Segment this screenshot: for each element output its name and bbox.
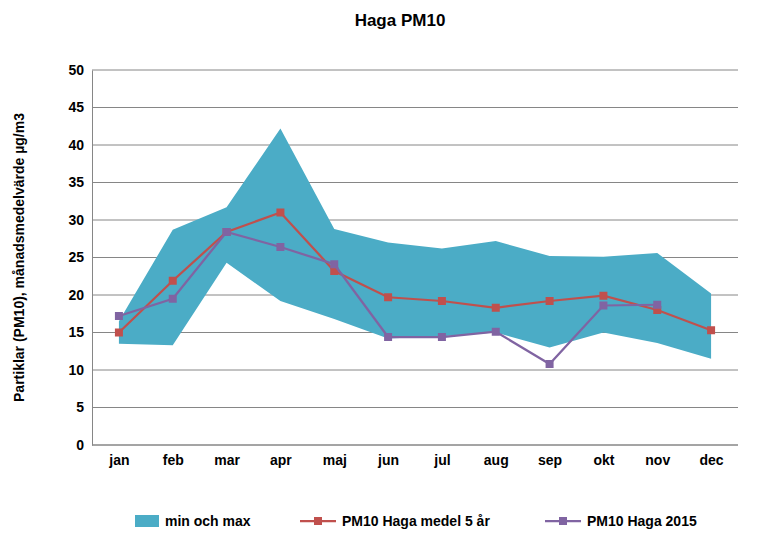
series-marker [384, 333, 392, 341]
series-marker [438, 333, 446, 341]
x-tick-label: maj [323, 452, 347, 468]
x-tick: apr [270, 445, 292, 468]
series-marker [223, 228, 231, 236]
grid-line [92, 407, 738, 408]
series-marker [653, 301, 661, 309]
x-tick-label: dec [700, 452, 724, 468]
series-marker [223, 228, 231, 236]
series-marker [599, 302, 607, 310]
y-tick-label: 25 [68, 249, 84, 265]
grid [92, 70, 738, 445]
y-tick: 0 [76, 437, 92, 453]
plot-area [115, 129, 715, 369]
y-tick: 10 [68, 362, 92, 378]
x-tick-label: sep [538, 452, 562, 468]
x-tick: jan [108, 445, 129, 468]
y-axis: 0 5 10 15 20 25 30 35 40 45 50 [68, 62, 92, 453]
legend: min och max PM10 Haga medel 5 år PM10 Haga… [135, 513, 697, 529]
y-tick: 50 [68, 62, 92, 78]
x-tick: sep [538, 445, 562, 468]
y-tick-label: 0 [76, 437, 84, 453]
title: Haga PM10 [355, 11, 446, 30]
x-tick-label: jul [433, 452, 450, 468]
y-tick-label: 5 [76, 399, 84, 415]
y-tick-label: 20 [68, 287, 84, 303]
series-marker [599, 292, 607, 300]
series-marker [169, 295, 177, 303]
legend-label: PM10 Haga 2015 [587, 513, 697, 529]
series-marker [330, 260, 338, 268]
series-marker [546, 297, 554, 305]
x-tick: maj [323, 445, 347, 468]
series-marker [169, 277, 177, 285]
x-tick: nov [645, 445, 670, 468]
legend-label: PM10 Haga medel 5 år [342, 513, 490, 529]
y-tick: 25 [68, 249, 92, 265]
legend-item: PM10 Haga medel 5 år [300, 513, 490, 529]
legend-swatch [135, 515, 159, 527]
series-line [119, 213, 711, 333]
y-tick-label: 35 [68, 174, 84, 190]
y-tick-label: 30 [68, 212, 84, 228]
legend-marker [559, 517, 567, 525]
series-marker [438, 297, 446, 305]
y-tick-label: 10 [68, 362, 84, 378]
x-tick: mar [214, 445, 240, 468]
x-axis: jan feb mar apr maj jun jul aug sep okt nov dec [92, 445, 738, 468]
series-marker [707, 326, 715, 334]
x-tick-label: apr [270, 452, 292, 468]
series-marker [546, 360, 554, 368]
x-tick: jun [377, 445, 399, 468]
x-axis-line [92, 445, 738, 446]
grid-line [92, 145, 738, 146]
legend-item: min och max [135, 513, 251, 529]
legend-item: PM10 Haga 2015 [545, 513, 697, 529]
y-tick-label: 40 [68, 137, 84, 153]
series-marker [276, 209, 284, 217]
grid-line [92, 220, 738, 221]
x-tick-label: aug [484, 452, 509, 468]
series-marker [384, 293, 392, 301]
x-tick-label: okt [593, 452, 614, 468]
y-tick: 45 [68, 99, 92, 115]
series-marker [115, 312, 123, 320]
x-tick: feb [163, 445, 184, 468]
x-tick-label: jan [108, 452, 129, 468]
x-tick: aug [484, 445, 509, 468]
y-tick: 20 [68, 287, 92, 303]
series-marker [276, 243, 284, 251]
series-marker [115, 329, 123, 337]
series-marker [492, 304, 500, 312]
series-line [119, 232, 657, 364]
grid-line [92, 370, 738, 371]
y-axis-line [92, 71, 93, 446]
grid-line [92, 70, 738, 71]
y-tick-label: 15 [68, 324, 84, 340]
x-tick: dec [700, 445, 724, 468]
grid-line [92, 182, 738, 183]
y-tick: 35 [68, 174, 92, 190]
legend-marker [314, 517, 322, 525]
x-tick: jul [433, 445, 450, 468]
y-tick: 40 [68, 137, 92, 153]
x-tick-label: jun [377, 452, 399, 468]
min-max-band [119, 129, 711, 359]
y-tick: 15 [68, 324, 92, 340]
y-tick: 30 [68, 212, 92, 228]
chart: 0 5 10 15 20 25 30 35 40 45 50 jan feb mar apr maj jun ju… [0, 0, 759, 545]
legend-label: min och max [165, 513, 251, 529]
grid-line [92, 445, 738, 446]
grid-line [92, 107, 738, 108]
series-marker [492, 328, 500, 336]
y-tick-label: 45 [68, 99, 84, 115]
x-tick-label: feb [163, 452, 184, 468]
y-tick-label: 50 [68, 62, 84, 78]
y-tick: 5 [76, 399, 92, 415]
x-tick-label: mar [214, 452, 240, 468]
x-tick-label: nov [645, 452, 670, 468]
y-axis-title: Partiklar (PM10), månadsmedelvärde µg/m3 [11, 113, 27, 402]
x-tick: okt [593, 445, 614, 468]
